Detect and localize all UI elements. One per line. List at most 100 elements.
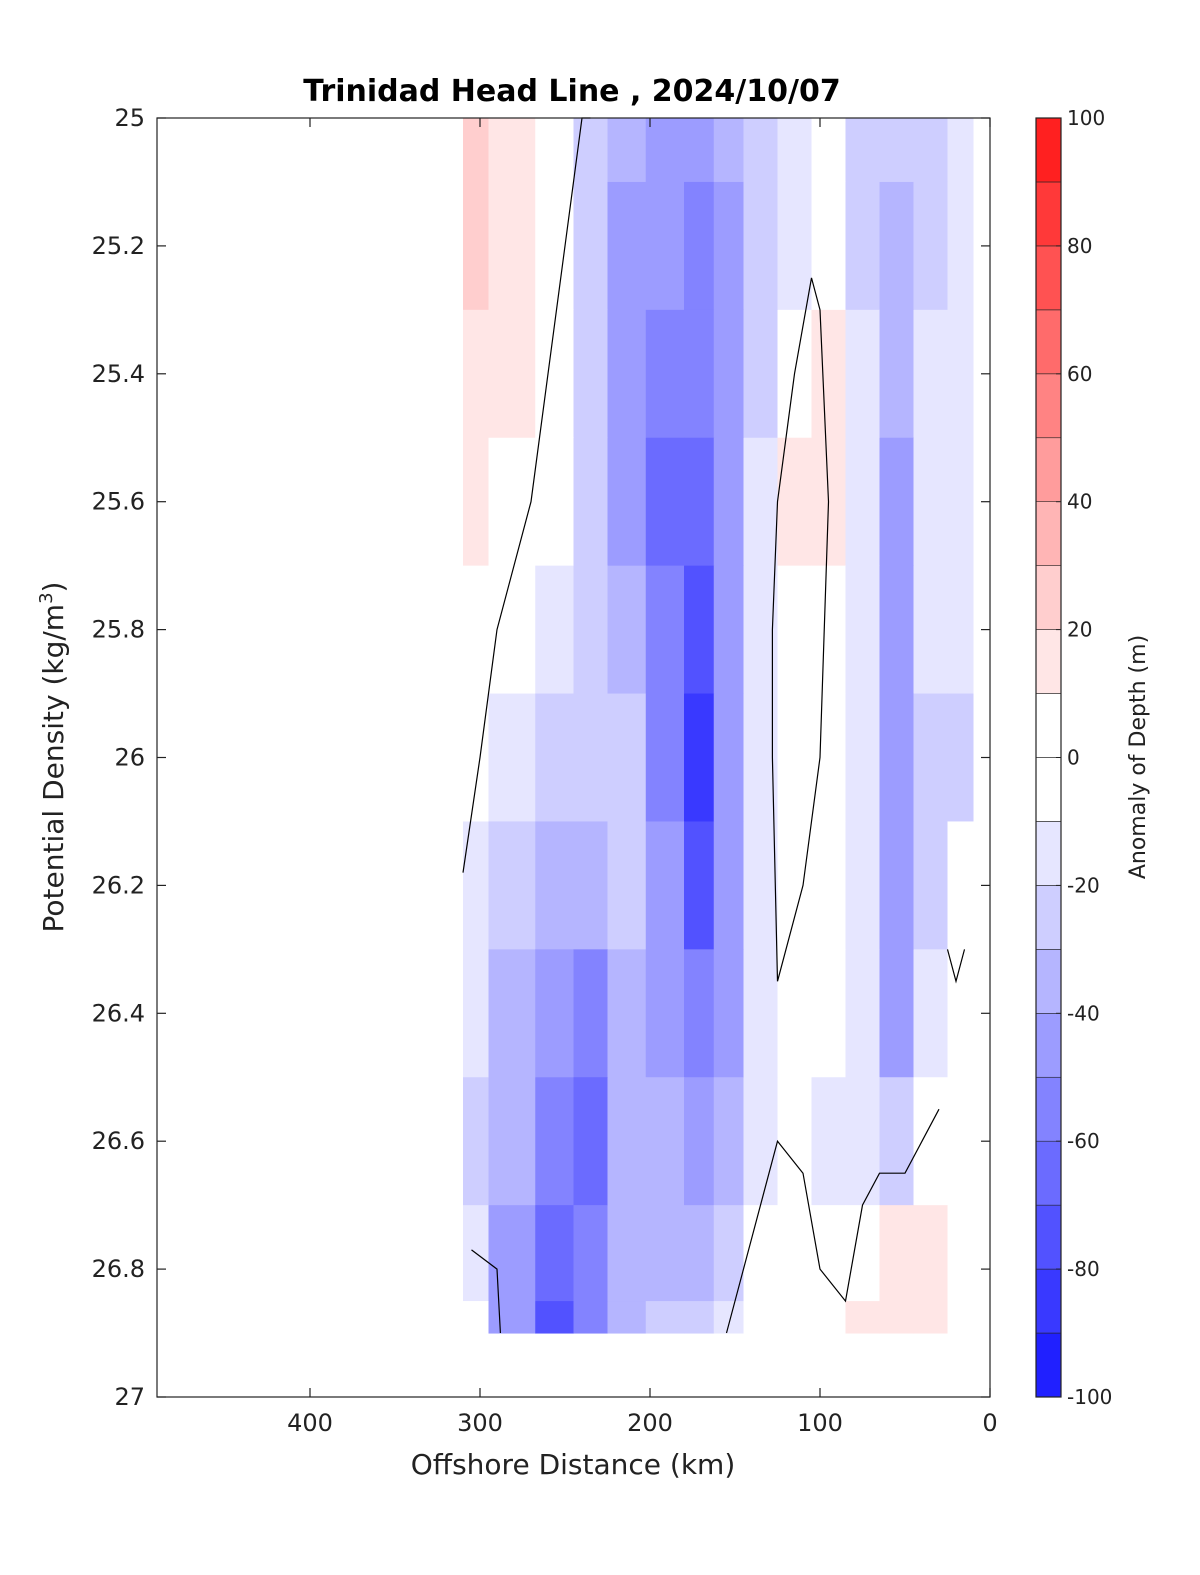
contour-cell [463, 437, 489, 567]
contour-cell [684, 565, 715, 695]
contour-cell [535, 309, 574, 439]
contour-cell [535, 1301, 574, 1334]
contour-cell [713, 181, 744, 311]
contour-cell [573, 1301, 608, 1334]
contour-cell [811, 118, 846, 183]
contour-cell [913, 821, 948, 950]
colorbar-segment [1035, 117, 1062, 183]
contour-cell [573, 1077, 608, 1206]
contour-cell [879, 309, 914, 439]
contour-cell [913, 693, 948, 822]
contour-cell [463, 181, 489, 311]
contour-cell [777, 821, 812, 950]
contour-cell [913, 1301, 948, 1334]
contour-cell [488, 437, 536, 567]
contour-cell [743, 309, 778, 439]
contour-cell [713, 565, 744, 695]
colorbar-segment [1035, 309, 1062, 375]
colorbar-segment [1035, 629, 1062, 694]
colorbar: 100 80 60 40 20 0 -20 -40 -60 -80 -100 [1035, 106, 1112, 1409]
contour-cell [463, 949, 489, 1078]
contour-cell [811, 565, 846, 695]
colorbar-tick-label: 100 [1067, 106, 1105, 130]
contour-cell [913, 118, 948, 183]
zero-contour-line [725, 1108, 940, 1334]
contour-cell [684, 1301, 715, 1334]
contour-cell [811, 1077, 846, 1206]
contour-cell [743, 1301, 778, 1334]
contour-cell [645, 1077, 685, 1206]
contour-cell [645, 181, 685, 311]
colorbar-segment [1035, 245, 1062, 311]
contour-cell [879, 181, 914, 311]
contour-cell [684, 437, 715, 567]
contour-cell [488, 565, 536, 695]
y-tick-label: 26.4 [92, 999, 145, 1027]
y-tick-label: 25.8 [92, 616, 145, 644]
colorbar-segment [1035, 949, 1062, 1014]
contour-cell [777, 1077, 812, 1206]
contour-cell [845, 1301, 880, 1334]
contour-cell [607, 1301, 647, 1334]
contour-cell [573, 565, 608, 695]
contour-cell [607, 118, 647, 183]
contour-cell [488, 118, 536, 183]
contour-cell [777, 949, 812, 1078]
contour-cell [607, 309, 647, 439]
contour-cell [913, 565, 948, 695]
contour-cell [947, 693, 974, 822]
contour-cell [913, 437, 948, 567]
contour-cell [743, 821, 778, 950]
contour-cell [879, 1205, 914, 1302]
zero-contour-line [946, 949, 966, 984]
y-tick-label: 26.2 [92, 871, 145, 899]
contour-cell [777, 437, 812, 567]
contour-cell [607, 949, 647, 1078]
contour-cell [645, 118, 685, 183]
contour-cell [535, 949, 574, 1078]
contour-cell [913, 1077, 948, 1206]
contour-cell [947, 1077, 974, 1206]
colorbar-tick-label: -40 [1067, 1001, 1100, 1025]
y-axis: 25 25.2 25.4 25.6 25.8 26 26.2 26.4 26.6 26.8 27 [92, 104, 990, 1411]
contour-cell [913, 181, 948, 311]
contour-cell [879, 821, 914, 950]
zero-contour-line [462, 117, 591, 873]
contour-cell [743, 1077, 778, 1206]
contour-cell [645, 1205, 685, 1302]
contour-cell [845, 1077, 880, 1206]
contour-cell [684, 821, 715, 950]
contour-cell [488, 181, 536, 311]
contour-cell [573, 437, 608, 567]
contour-cell [645, 309, 685, 439]
contour-cell [845, 693, 880, 822]
contour-cell [777, 1301, 812, 1334]
contour-cell [684, 181, 715, 311]
contour-cell [607, 181, 647, 311]
contour-cell [811, 949, 846, 1078]
y-tick-label: 25.2 [92, 232, 145, 260]
contour-cell [947, 821, 974, 950]
colorbar-segment [1035, 885, 1062, 950]
contour-cell [743, 118, 778, 183]
contour-cell [535, 437, 574, 567]
contour-cell [684, 309, 715, 439]
contour-cell [535, 118, 574, 183]
contour-cell [913, 1205, 948, 1302]
contour-cell [607, 437, 647, 567]
contour-cell [713, 309, 744, 439]
contour-cell [743, 949, 778, 1078]
contour-cell [463, 309, 489, 439]
colorbar-segment [1035, 1140, 1062, 1206]
colorbar-tick-label: -20 [1067, 873, 1100, 897]
contour-cell [573, 309, 608, 439]
colorbar-segment [1035, 821, 1062, 886]
colorbar-tick-label: 80 [1067, 234, 1092, 258]
colorbar-tick-label: -100 [1067, 1385, 1112, 1409]
contour-cell [684, 1205, 715, 1302]
contour-cell [879, 693, 914, 822]
colorbar-tick-label: 0 [1067, 746, 1080, 770]
contour-cell [947, 437, 974, 567]
contour-cell [713, 949, 744, 1078]
